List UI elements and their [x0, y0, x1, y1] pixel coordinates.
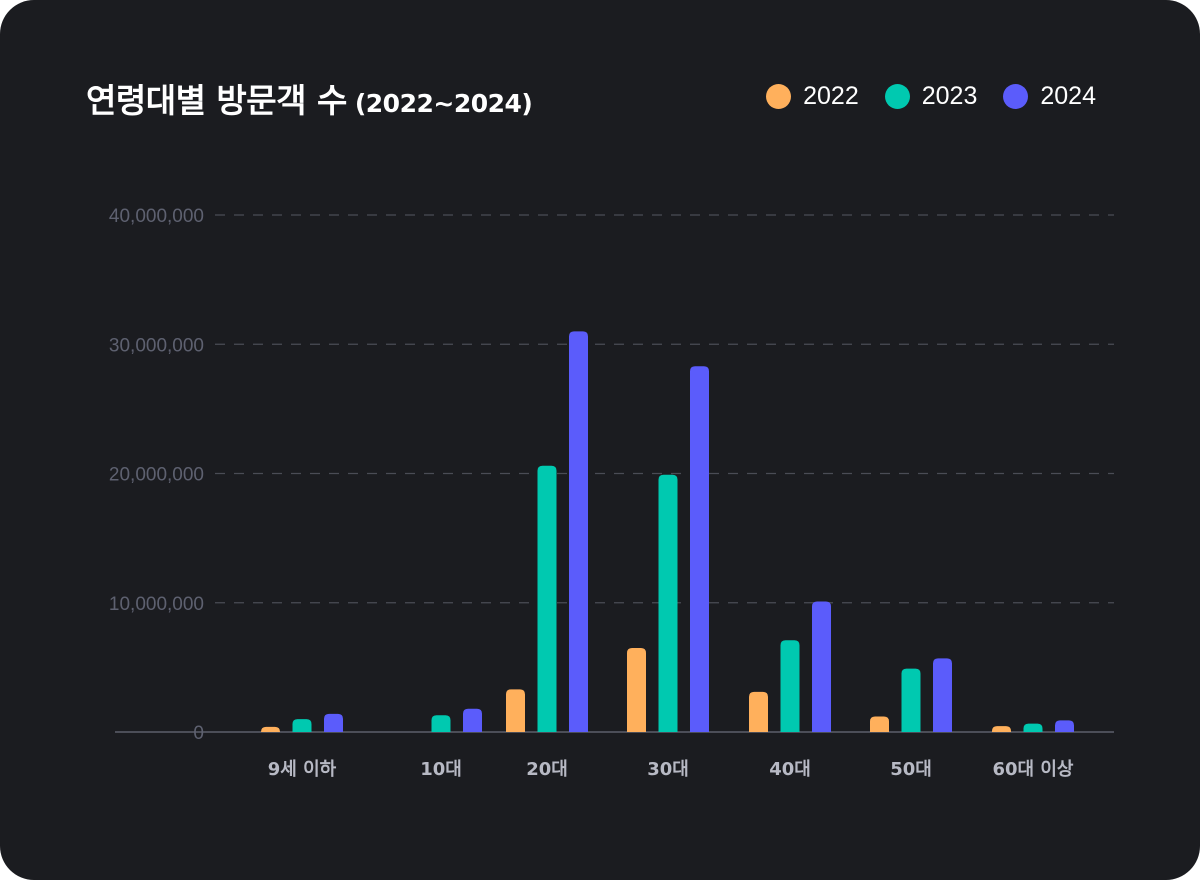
- bar-2024-4: [812, 601, 831, 732]
- legend-item-2024: 2024: [1003, 82, 1096, 111]
- grid-lines: [115, 214, 1114, 733]
- legend-label-2022: 2022: [803, 82, 859, 110]
- y-tick-label: 0: [193, 723, 204, 744]
- bar-2024-6: [1055, 720, 1074, 732]
- x-tick-label: 20대: [526, 759, 568, 780]
- x-tick-label: 60대 이상: [993, 759, 1074, 780]
- legend-dot-2023: [884, 84, 910, 109]
- bar-2022-3: [627, 647, 646, 732]
- y-tick-label: 40,000,000: [109, 206, 204, 227]
- bar-2024-3: [690, 366, 709, 732]
- bar-2023-5: [901, 668, 921, 732]
- chart-title: 연령대별 방문객 수 (2022~2024): [86, 74, 533, 122]
- bar-2024-5: [933, 658, 952, 732]
- bar-2022-0: [261, 726, 280, 732]
- bar-2022-6: [992, 726, 1011, 732]
- bars: [261, 331, 1074, 732]
- legend-item-2022: 2022: [766, 82, 859, 111]
- bar-2022-4: [749, 691, 768, 732]
- legend-label-2023: 2023: [921, 82, 978, 110]
- y-axis-ticks: 0 10,000,000 20,000,000 30,000,000 40,000,00…: [109, 206, 204, 744]
- y-tick-label: 20,000,000: [109, 465, 204, 486]
- chart-legend: 2022 2023 2024: [766, 82, 1096, 111]
- legend-dot-2024: [1003, 84, 1029, 109]
- x-axis-ticks: 9세 이하 10대 20대 30대 40대 50대 60대 이상: [268, 759, 1074, 780]
- bar-2024-0: [324, 713, 343, 732]
- bar-2023-4: [780, 640, 800, 732]
- y-tick-label: 10,000,000: [109, 594, 204, 615]
- y-tick-label: 30,000,000: [109, 335, 204, 356]
- bar-2023-3: [658, 474, 678, 732]
- chart-title-range: (2022~2024): [354, 89, 533, 118]
- bar-2024-2: [569, 331, 588, 732]
- chart-title-main: 연령대별 방문객 수: [86, 81, 347, 120]
- bar-2022-5: [870, 716, 889, 732]
- bar-2023-6: [1023, 723, 1043, 732]
- x-tick-label: 30대: [647, 759, 689, 780]
- x-tick-label: 50대: [890, 759, 932, 780]
- x-tick-label: 40대: [769, 759, 811, 780]
- bar-2023-2: [537, 465, 557, 732]
- bar-2023-1: [431, 715, 451, 732]
- bar-2024-1: [463, 708, 482, 732]
- legend-item-2023: 2023: [884, 82, 978, 111]
- bar-2022-2: [506, 689, 525, 732]
- legend-label-2024: 2024: [1040, 82, 1096, 110]
- x-tick-label: 10대: [420, 759, 462, 780]
- legend-dot-2022: [766, 84, 792, 109]
- x-tick-label: 9세 이하: [268, 759, 337, 780]
- bar-2023-0: [292, 719, 312, 732]
